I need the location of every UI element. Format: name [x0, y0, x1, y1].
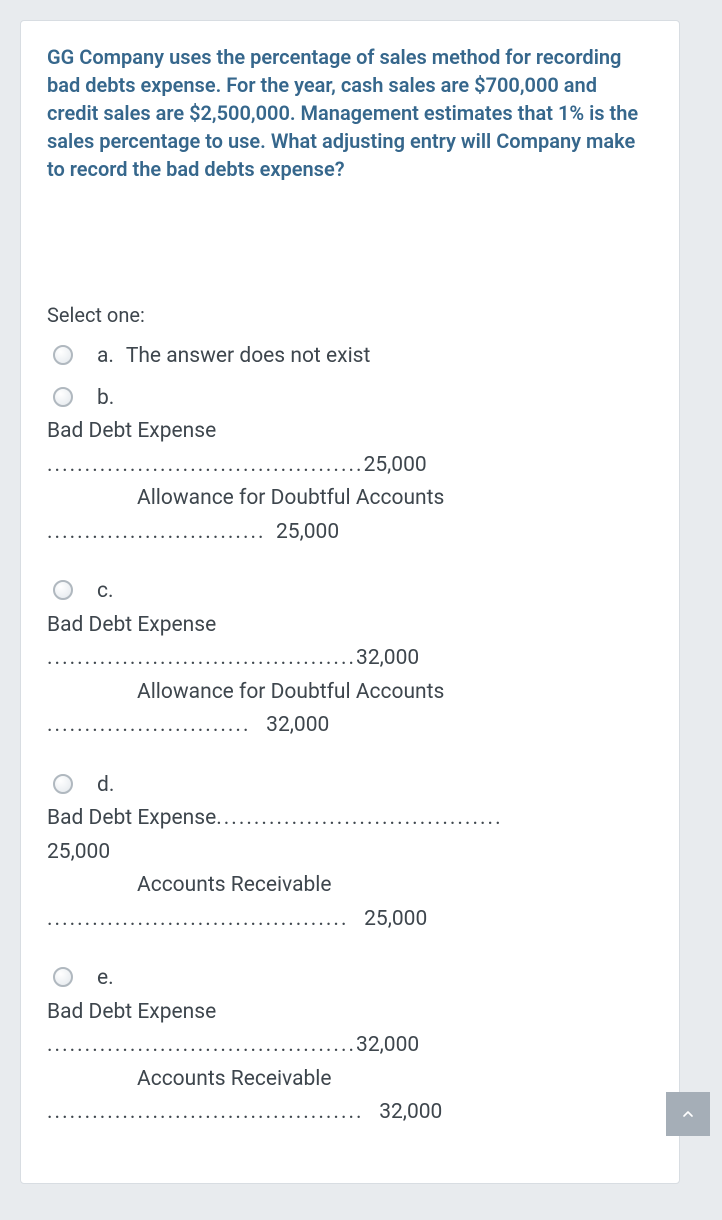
option-a[interactable]: a. The answer does not exist — [47, 341, 653, 373]
b-credit-amount: 25,000 — [276, 517, 339, 549]
option-d-letter: d. — [97, 770, 121, 802]
option-e-entry: Bad Debt Expense .......................… — [47, 997, 653, 1129]
option-e-body: e. Bad Debt Expense ....................… — [97, 963, 653, 1147]
option-d-body: d. Bad Debt Expense ....................… — [97, 770, 653, 954]
d-debit-dots: ...................................... — [216, 803, 502, 835]
option-b-letter: b. — [97, 383, 121, 415]
c-credit-amount: 32,000 — [266, 710, 329, 742]
e-debit-amount: 32,000 — [356, 1030, 419, 1062]
b-debit-dots: ........................................… — [47, 450, 364, 482]
c-debit-dots: ........................................… — [47, 643, 356, 675]
d-credit-dots: ........................................ — [47, 904, 348, 936]
option-a-letter: a. — [97, 341, 121, 373]
radio-c[interactable] — [53, 580, 73, 600]
e-credit-amount: 32,000 — [379, 1097, 442, 1129]
b-debit-amount: 25,000 — [364, 450, 427, 482]
d-credit-amount: 25,000 — [364, 904, 427, 936]
chevron-up-icon — [680, 1106, 696, 1122]
option-b[interactable]: b. Bad Debt Expense ....................… — [47, 383, 653, 567]
e-credit-account: Accounts Receivable — [137, 1064, 332, 1096]
option-c-entry: Bad Debt Expense .......................… — [47, 610, 653, 742]
b-credit-account: Allowance for Doubtful Accounts — [137, 483, 444, 515]
option-d[interactable]: d. Bad Debt Expense ....................… — [47, 770, 653, 954]
option-b-body: b. Bad Debt Expense ....................… — [97, 383, 653, 567]
e-credit-dots: ........................................… — [47, 1097, 364, 1129]
radio-d[interactable] — [53, 774, 73, 794]
option-a-body: a. The answer does not exist — [97, 341, 653, 373]
radio-b[interactable] — [53, 387, 73, 407]
option-c[interactable]: c. Bad Debt Expense ....................… — [47, 576, 653, 760]
c-credit-dots: ........................... — [47, 710, 251, 742]
option-b-entry: Bad Debt Expense .......................… — [47, 416, 653, 548]
select-one-label: Select one: — [47, 303, 653, 327]
c-credit-account: Allowance for Doubtful Accounts — [137, 677, 444, 709]
option-e-letter: e. — [97, 963, 121, 995]
option-c-body: c. Bad Debt Expense ....................… — [97, 576, 653, 760]
c-debit-amount: 32,000 — [356, 643, 419, 675]
option-e[interactable]: e. Bad Debt Expense ....................… — [47, 963, 653, 1147]
radio-e[interactable] — [53, 967, 73, 987]
b-debit-account: Bad Debt Expense — [47, 416, 216, 448]
option-a-text: The answer does not exist — [126, 344, 371, 368]
e-debit-dots: ........................................… — [47, 1030, 356, 1062]
d-credit-account: Accounts Receivable — [137, 870, 332, 902]
c-debit-account: Bad Debt Expense — [47, 610, 216, 642]
e-debit-account: Bad Debt Expense — [47, 997, 216, 1029]
d-debit-amount: 25,000 — [47, 837, 110, 869]
d-debit-account: Bad Debt Expense — [47, 803, 216, 835]
option-c-letter: c. — [97, 576, 121, 608]
question-text: GG Company uses the percentage of sales … — [47, 43, 653, 183]
option-d-entry: Bad Debt Expense .......................… — [47, 803, 653, 935]
radio-a[interactable] — [53, 345, 73, 365]
scroll-to-top-button[interactable] — [666, 1092, 710, 1136]
b-credit-dots: ............................. — [47, 517, 266, 549]
question-card: GG Company uses the percentage of sales … — [20, 20, 680, 1184]
